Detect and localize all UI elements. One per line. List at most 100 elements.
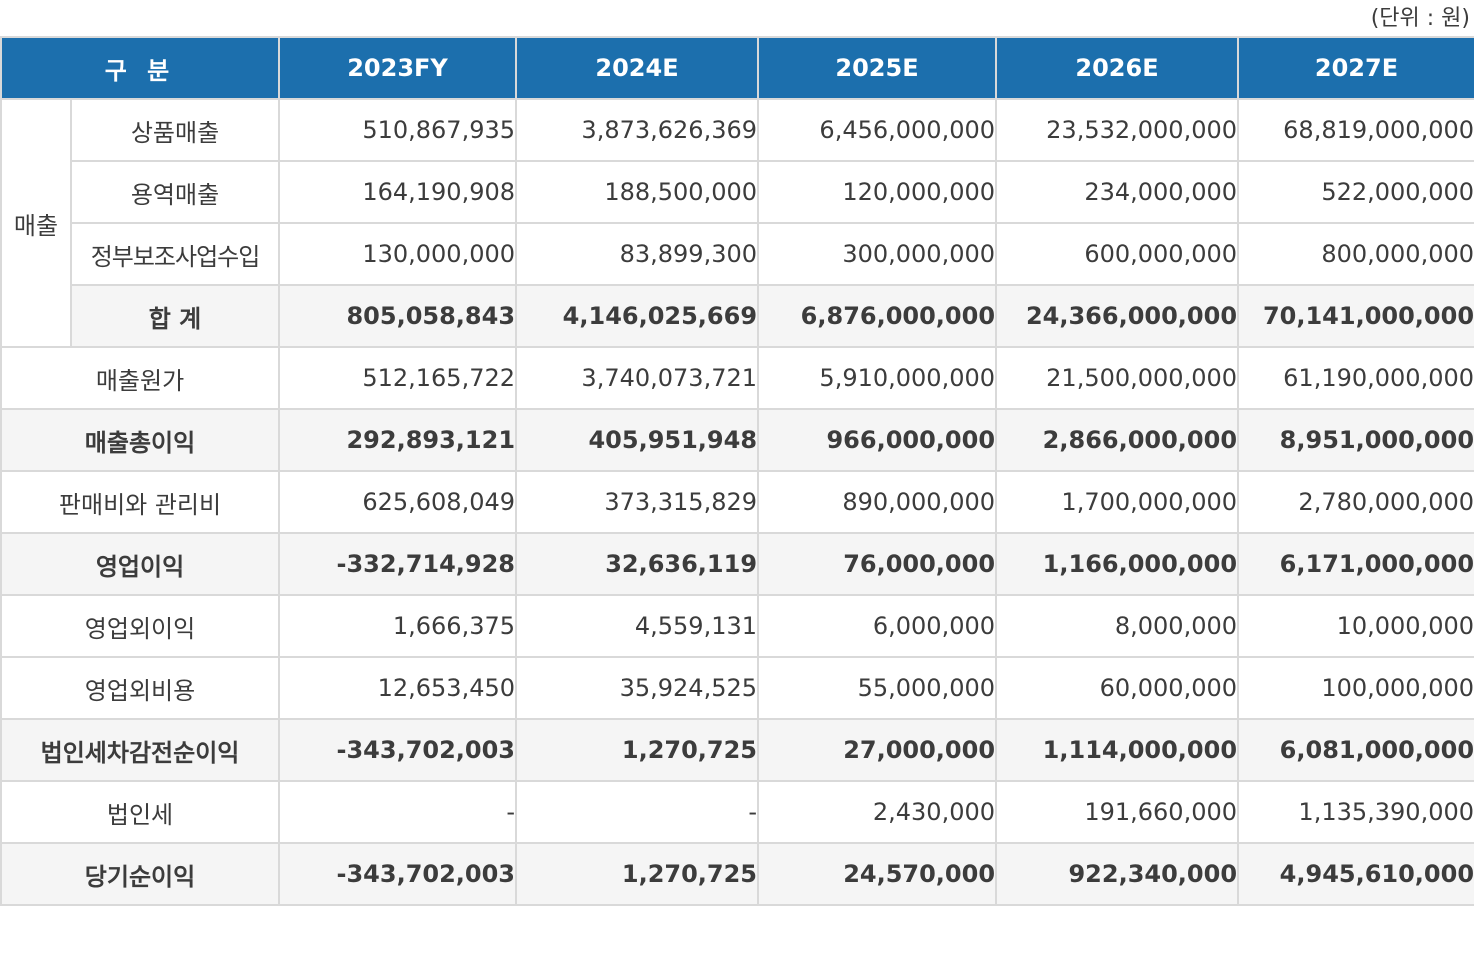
value-cell: 625,608,049 bbox=[278, 470, 518, 534]
row-label: 영업외이익 bbox=[0, 594, 281, 658]
value-cell: 100,000,000 bbox=[1237, 656, 1474, 720]
value-cell: 120,000,000 bbox=[757, 160, 998, 224]
value-cell: 405,951,948 bbox=[515, 408, 760, 472]
value-cell: 600,000,000 bbox=[995, 222, 1240, 286]
value-cell: 2,780,000,000 bbox=[1237, 470, 1474, 534]
income-statement-table: 구 분 2023FY 2024E 2025E 2026E 2027E 매출 상품매… bbox=[0, 36, 1474, 906]
row-label: 법인세 bbox=[0, 780, 281, 844]
table-row: 법인세 - -2,430,000 191,660,000 1,135,390,000 bbox=[0, 780, 1474, 844]
value-cell: 8,951,000,000 bbox=[1237, 408, 1474, 472]
row-label: 합 계 bbox=[69, 284, 281, 348]
table-row: 매출원가 512,165,722 3,740,073,721 5,910,000,00… bbox=[0, 346, 1474, 410]
value-cell: 68,819,000,000 bbox=[1237, 98, 1474, 162]
value-cell: 6,876,000,000 bbox=[757, 284, 998, 348]
value-cell: 164,190,908 bbox=[278, 160, 518, 224]
table-row: 당기순이익 -343,702,003 1,270,725 24,570,000 922,… bbox=[0, 842, 1474, 906]
header-category: 구 분 bbox=[0, 36, 281, 100]
value-cell: 188,500,000 bbox=[515, 160, 760, 224]
row-label: 영업외비용 bbox=[0, 656, 281, 720]
table-header: 구 분 2023FY 2024E 2025E 2026E 2027E bbox=[0, 36, 1474, 100]
value-cell: 32,636,119 bbox=[515, 532, 760, 596]
value-cell: 1,166,000,000 bbox=[995, 532, 1240, 596]
table-body: 매출 상품매출 510,867,935 3,873,626,369 6,456,000,… bbox=[0, 98, 1474, 906]
table-row: 매출총이익 292,893,121 405,951,948 966,000,000 2,… bbox=[0, 408, 1474, 472]
value-cell: - bbox=[515, 780, 760, 844]
value-cell: 60,000,000 bbox=[995, 656, 1240, 720]
value-cell: -332,714,928 bbox=[278, 532, 518, 596]
unit-label: (단위 : 원) bbox=[1370, 6, 1470, 31]
row-label: 상품매출 bbox=[69, 98, 281, 162]
table-row: 판매비와 관리비 625,608,049 373,315,829 890,000,00… bbox=[0, 470, 1474, 534]
header-year: 2023FY bbox=[278, 36, 518, 100]
table-row: 용역매출 164,190,908 188,500,000 120,000,000 234… bbox=[1, 160, 1474, 224]
row-label: 영업이익 bbox=[0, 532, 281, 596]
value-cell: 300,000,000 bbox=[757, 222, 998, 286]
value-cell: 512,165,722 bbox=[278, 346, 518, 410]
row-label: 용역매출 bbox=[69, 160, 281, 224]
table-row: 법인세차감전순이익 -343,702,003 1,270,725 27,000,000… bbox=[0, 718, 1474, 782]
value-cell: 6,171,000,000 bbox=[1237, 532, 1474, 596]
table-row: 정부보조사업수입 130,000,000 83,899,300 300,000,000… bbox=[1, 222, 1474, 286]
value-cell: 3,873,626,369 bbox=[515, 98, 760, 162]
value-cell: 10,000,000 bbox=[1237, 594, 1474, 658]
value-cell: 4,559,131 bbox=[515, 594, 760, 658]
value-cell: 35,924,525 bbox=[515, 656, 760, 720]
value-cell: 4,146,025,669 bbox=[515, 284, 760, 348]
row-label: 판매비와 관리비 bbox=[0, 470, 281, 534]
row-label: 정부보조사업수입 bbox=[69, 222, 281, 286]
value-cell: 4,945,610,000 bbox=[1237, 842, 1474, 906]
value-cell: 1,700,000,000 bbox=[995, 470, 1240, 534]
value-cell: 24,570,000 bbox=[757, 842, 998, 906]
row-label: 법인세차감전순이익 bbox=[0, 718, 281, 782]
value-cell: 6,081,000,000 bbox=[1237, 718, 1474, 782]
table-row: 영업외이익 1,666,375 4,559,131 6,000,000 8,000,00… bbox=[0, 594, 1474, 658]
table-row: 영업외비용 12,653,450 35,924,525 55,000,000 60,00… bbox=[0, 656, 1474, 720]
value-cell: 1,270,725 bbox=[515, 718, 760, 782]
row-label: 당기순이익 bbox=[0, 842, 281, 906]
value-cell: 8,000,000 bbox=[995, 594, 1240, 658]
value-cell: 522,000,000 bbox=[1237, 160, 1474, 224]
header-year: 2025E bbox=[757, 36, 998, 100]
table-row: 영업이익 -332,714,928 32,636,119 76,000,000 1,16… bbox=[0, 532, 1474, 596]
value-cell: 6,000,000 bbox=[757, 594, 998, 658]
value-cell: 1,135,390,000 bbox=[1237, 780, 1474, 844]
value-cell: 21,500,000,000 bbox=[995, 346, 1240, 410]
value-cell: 2,430,000 bbox=[757, 780, 998, 844]
value-cell: 373,315,829 bbox=[515, 470, 760, 534]
value-cell: 55,000,000 bbox=[757, 656, 998, 720]
header-year: 2027E bbox=[1237, 36, 1474, 100]
header-year: 2024E bbox=[515, 36, 760, 100]
value-cell: 83,899,300 bbox=[515, 222, 760, 286]
value-cell: 6,456,000,000 bbox=[757, 98, 998, 162]
header-row: 구 분 2023FY 2024E 2025E 2026E 2027E bbox=[0, 36, 1474, 100]
row-label: 매출총이익 bbox=[0, 408, 281, 472]
value-cell: 1,114,000,000 bbox=[995, 718, 1240, 782]
value-cell: 76,000,000 bbox=[757, 532, 998, 596]
row-label: 매출원가 bbox=[0, 346, 281, 410]
value-cell: 3,740,073,721 bbox=[515, 346, 760, 410]
header-year: 2026E bbox=[995, 36, 1240, 100]
value-cell: 24,366,000,000 bbox=[995, 284, 1240, 348]
table-row: 합 계 805,058,843 4,146,025,669 6,876,000,000… bbox=[1, 284, 1474, 348]
value-cell: 890,000,000 bbox=[757, 470, 998, 534]
value-cell: 966,000,000 bbox=[757, 408, 998, 472]
value-cell: - bbox=[278, 780, 518, 844]
value-cell: 1,270,725 bbox=[515, 842, 760, 906]
table-row: 매출 상품매출 510,867,935 3,873,626,369 6,456,000,… bbox=[0, 98, 1474, 348]
value-cell: 70,141,000,000 bbox=[1237, 284, 1474, 348]
value-cell: 922,340,000 bbox=[995, 842, 1240, 906]
value-cell: 12,653,450 bbox=[278, 656, 518, 720]
value-cell: 2,866,000,000 bbox=[995, 408, 1240, 472]
value-cell: 27,000,000 bbox=[757, 718, 998, 782]
value-cell: 1,666,375 bbox=[278, 594, 518, 658]
value-cell: 234,000,000 bbox=[995, 160, 1240, 224]
group-label-revenue: 매출 bbox=[0, 98, 72, 348]
value-cell: 510,867,935 bbox=[278, 98, 518, 162]
value-cell: 61,190,000,000 bbox=[1237, 346, 1474, 410]
value-cell: -343,702,003 bbox=[278, 718, 518, 782]
value-cell: 805,058,843 bbox=[278, 284, 518, 348]
value-cell: -343,702,003 bbox=[278, 842, 518, 906]
value-cell: 5,910,000,000 bbox=[757, 346, 998, 410]
value-cell: 130,000,000 bbox=[278, 222, 518, 286]
value-cell: 292,893,121 bbox=[278, 408, 518, 472]
